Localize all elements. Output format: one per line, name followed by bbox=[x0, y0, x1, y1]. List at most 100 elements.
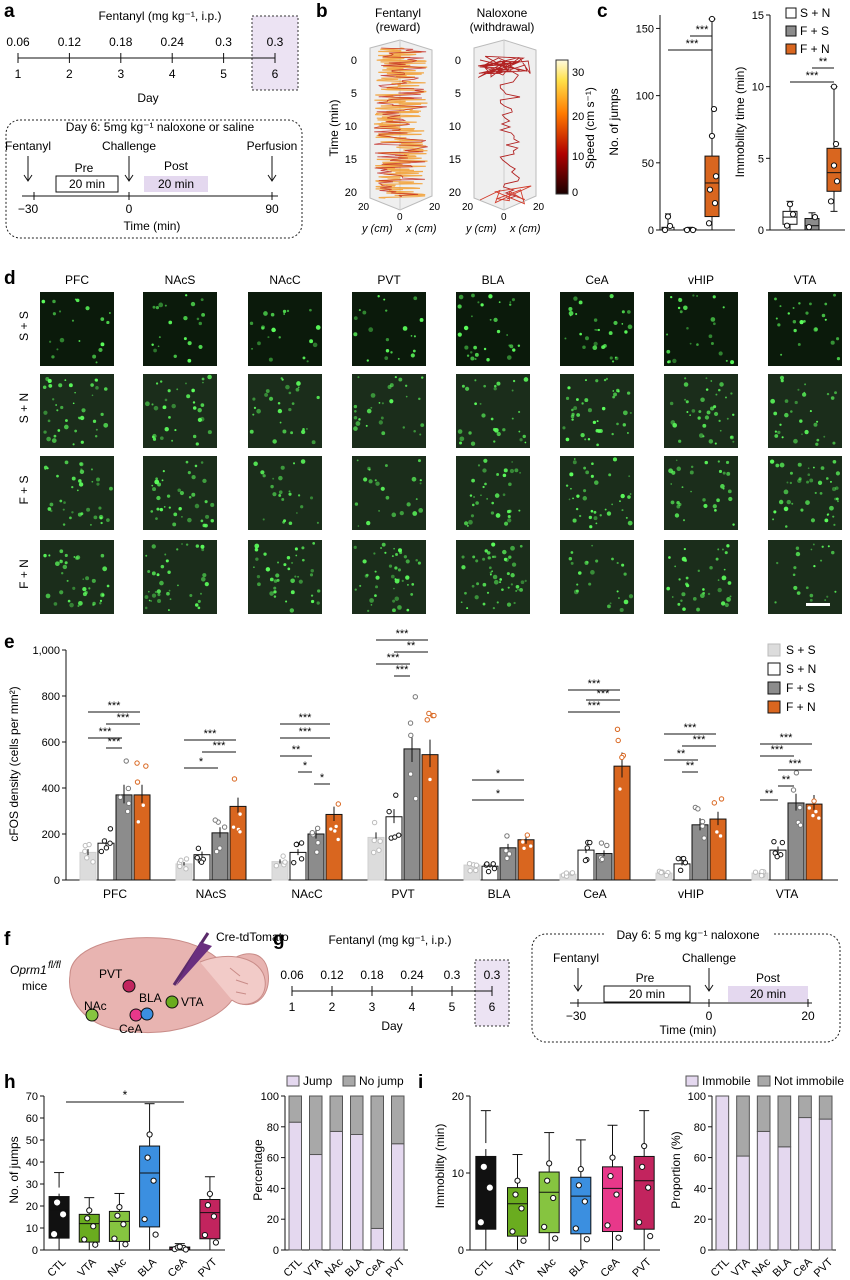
h-ytick-label: 40 bbox=[26, 1157, 38, 1169]
d-cell bbox=[778, 499, 784, 505]
i-ytick-label: 20 bbox=[452, 1091, 464, 1103]
i-box-NAc-point bbox=[552, 1235, 559, 1242]
d-cell bbox=[92, 603, 95, 607]
e-bar-PFC-3 bbox=[133, 794, 151, 881]
d-cell bbox=[780, 353, 783, 356]
d-cell bbox=[277, 408, 283, 414]
d-cell bbox=[825, 477, 829, 480]
c-right-ytick-label: 5 bbox=[758, 153, 764, 165]
d-cell bbox=[249, 321, 254, 326]
d-cell bbox=[265, 567, 271, 572]
h-stack-xtick-CTL: CTL bbox=[282, 1256, 305, 1279]
e-point bbox=[520, 839, 526, 845]
d-cell bbox=[457, 429, 463, 434]
f-injection-cone bbox=[176, 942, 212, 986]
d-cell bbox=[465, 386, 470, 391]
d-cell bbox=[809, 598, 813, 602]
panel-c: No. of jumps Immobility time (min) S + N… bbox=[607, 6, 845, 237]
e-point bbox=[386, 808, 392, 815]
d-cell bbox=[285, 384, 290, 390]
c-left-ytick-label: 0 bbox=[648, 225, 654, 237]
d-cell bbox=[777, 323, 781, 327]
d-cell bbox=[568, 306, 573, 311]
d-region-NAcC: NAcC bbox=[269, 273, 301, 287]
d-cell bbox=[359, 584, 362, 587]
d-image-PVT-3 bbox=[352, 540, 426, 614]
d-cell bbox=[629, 411, 632, 415]
d-cell bbox=[674, 565, 677, 568]
h-stack-xtick-PVT: PVT bbox=[384, 1256, 408, 1280]
c-jumps-fs-point bbox=[683, 226, 691, 234]
d-cell bbox=[514, 468, 519, 473]
b-colorbar bbox=[555, 59, 569, 195]
d-cell bbox=[374, 479, 377, 482]
d-cell bbox=[718, 469, 723, 474]
d-cell bbox=[732, 413, 735, 417]
d-cell bbox=[166, 494, 171, 498]
d-cell bbox=[200, 576, 206, 582]
d-cell bbox=[833, 293, 836, 297]
d-cell bbox=[150, 600, 153, 602]
h-stack-xtick-CeA: CeA bbox=[363, 1256, 387, 1280]
d-cell bbox=[415, 558, 418, 562]
d-cell bbox=[185, 382, 187, 385]
d-cell bbox=[493, 317, 498, 323]
d-cell bbox=[702, 591, 706, 595]
d-cell bbox=[201, 377, 205, 381]
d-cell bbox=[807, 467, 810, 470]
d-cell bbox=[353, 545, 357, 549]
e-bar-PVT-0 bbox=[367, 836, 385, 881]
d-cell bbox=[395, 553, 398, 556]
b-r-tick-0: 0 bbox=[501, 212, 507, 223]
d-cell bbox=[702, 498, 706, 502]
d-cell bbox=[489, 318, 492, 321]
d-cell bbox=[792, 573, 796, 577]
d-region-vHIP: vHIP bbox=[688, 273, 714, 287]
d-cell bbox=[679, 310, 683, 314]
d-cell bbox=[772, 518, 775, 521]
d-cell bbox=[515, 590, 518, 592]
d-cell bbox=[99, 516, 103, 520]
d-cell bbox=[301, 558, 305, 562]
e-point bbox=[485, 868, 492, 875]
f-mice-sup: fl/fl bbox=[48, 960, 62, 971]
h-box-VTA-point bbox=[86, 1207, 93, 1214]
d-cell bbox=[593, 516, 598, 521]
d-cell bbox=[94, 434, 98, 438]
e-point bbox=[427, 776, 433, 783]
d-cell bbox=[47, 419, 51, 423]
d-cell bbox=[475, 501, 479, 505]
h-stack-ytick-label: 80 bbox=[267, 1122, 279, 1134]
d-cell bbox=[575, 507, 579, 511]
e-point bbox=[563, 870, 570, 876]
d-cell bbox=[362, 559, 367, 564]
d-scale-bar bbox=[806, 603, 830, 606]
d-cell bbox=[390, 351, 393, 354]
d-cell bbox=[106, 518, 110, 522]
h-box-PVT-point bbox=[212, 1239, 220, 1246]
e-point bbox=[293, 841, 300, 848]
d-cell bbox=[255, 557, 259, 561]
d-cell bbox=[835, 486, 839, 490]
i-box-PVT-point bbox=[639, 1163, 646, 1170]
d-cell bbox=[507, 586, 510, 589]
d-cell bbox=[417, 459, 421, 463]
d-cell bbox=[708, 439, 714, 444]
d-cell bbox=[790, 410, 793, 413]
d-cell bbox=[619, 607, 624, 613]
d-cell bbox=[98, 506, 102, 510]
d-cell bbox=[681, 486, 684, 489]
h-box-CTL-point bbox=[61, 1238, 69, 1246]
d-cell bbox=[789, 481, 793, 485]
d-cell bbox=[715, 393, 718, 396]
i-box-PVT-point bbox=[641, 1142, 648, 1150]
d-cell bbox=[290, 578, 295, 584]
e-point bbox=[237, 811, 243, 817]
h-box-NAc-point bbox=[116, 1204, 123, 1211]
d-region-PFC: PFC bbox=[65, 273, 89, 287]
i-stack-xtick-PVT: PVT bbox=[812, 1256, 836, 1280]
e-point bbox=[328, 826, 334, 832]
d-cell bbox=[573, 296, 578, 301]
d-cell bbox=[571, 418, 574, 421]
i-box-PVT-box bbox=[633, 1155, 655, 1230]
